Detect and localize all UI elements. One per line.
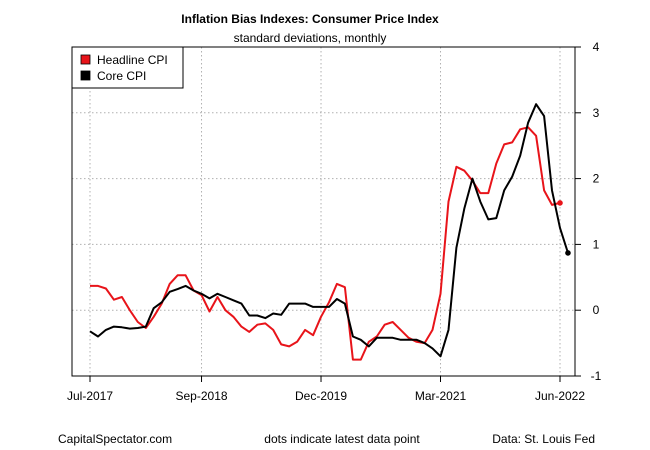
- legend-swatch-headline: [80, 54, 91, 65]
- legend-label-core: Core CPI: [97, 69, 146, 83]
- legend: Headline CPI Core CPI: [71, 46, 184, 89]
- y-tick-label: 3: [593, 106, 600, 120]
- legend-box: [71, 46, 184, 89]
- x-tick-label: Mar-2021: [415, 389, 467, 403]
- chart-subtitle: standard deviations, monthly: [234, 31, 387, 45]
- plot-frame: [71, 46, 576, 377]
- y-tick-label: 2: [593, 172, 600, 186]
- y-axis: -1 0 1 2 3 4: [575, 40, 602, 383]
- y-tick-label: -1: [591, 369, 602, 383]
- x-axis: Jul-2017 Sep-2018 Dec-2019 Mar-2021 Jun-2022: [67, 376, 585, 403]
- latest-dot-headline: [557, 200, 563, 206]
- legend-label-headline: Headline CPI: [97, 53, 168, 67]
- footer-data-source: Data: St. Louis Fed: [492, 432, 595, 446]
- x-tick-label: Jul-2017: [67, 389, 113, 403]
- series-line-core: [89, 103, 569, 358]
- legend-swatch-core: [80, 70, 91, 81]
- x-tick-label: Jun-2022: [535, 389, 585, 403]
- gridlines: [72, 47, 575, 376]
- y-tick-label: 0: [593, 303, 600, 317]
- footer-source-site: CapitalSpectator.com: [58, 432, 172, 446]
- x-tick-label: Sep-2018: [176, 389, 228, 403]
- series-lines: [89, 103, 569, 361]
- y-tick-label: 4: [593, 40, 600, 54]
- y-tick-label: 1: [593, 237, 600, 251]
- x-tick-label: Dec-2019: [295, 389, 347, 403]
- series-line-headline: [90, 126, 561, 361]
- footer-note: dots indicate latest data point: [264, 432, 420, 446]
- latest-dot-core: [565, 250, 571, 256]
- latest-dots: [557, 200, 571, 256]
- chart-title: Inflation Bias Indexes: Consumer Price I…: [181, 12, 439, 26]
